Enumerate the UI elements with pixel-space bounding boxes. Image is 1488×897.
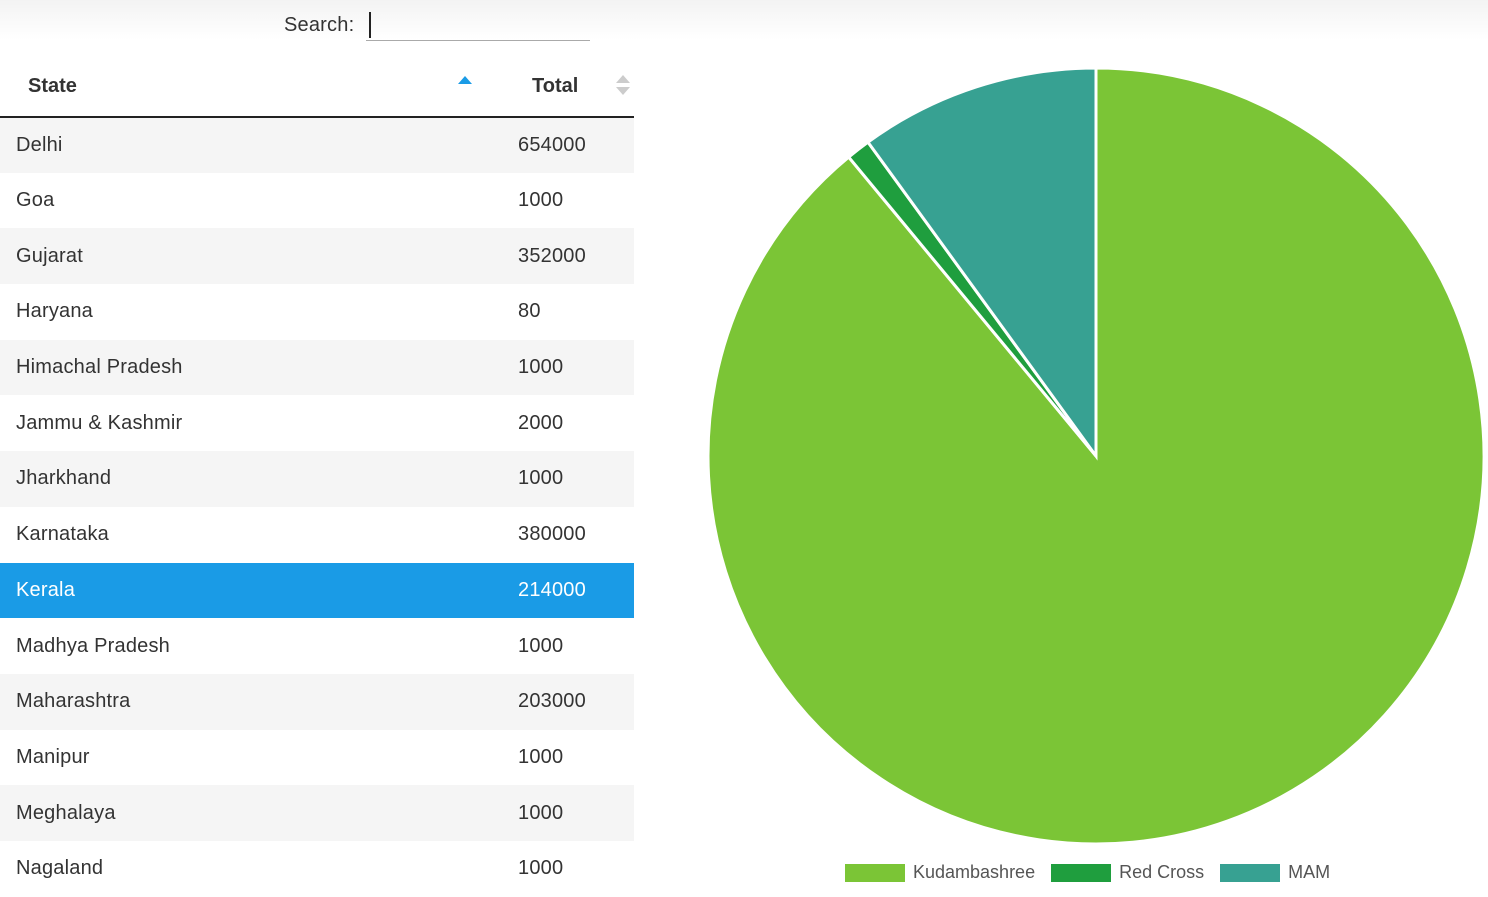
cell-total: 1000: [518, 745, 564, 768]
table-row[interactable]: Jammu & Kashmir 2000: [0, 395, 634, 452]
cell-total: 80: [518, 300, 541, 323]
legend-swatch: [1220, 863, 1281, 882]
text-cursor: [369, 12, 371, 38]
legend-item[interactable]: Kudambashree: [845, 862, 1035, 883]
cell-state: Haryana: [16, 300, 93, 323]
legend-label: Kudambashree: [913, 862, 1036, 882]
column-header-state-label: State: [28, 74, 77, 97]
cell-total: 1000: [518, 467, 564, 490]
table-row[interactable]: Maharashtra 203000: [0, 673, 634, 730]
table-row[interactable]: Goa 1000: [0, 172, 634, 229]
cell-state: Maharashtra: [16, 690, 131, 713]
cell-total: 214000: [518, 578, 586, 601]
cell-state: Meghalaya: [16, 801, 116, 824]
table-row[interactable]: Gujarat 352000: [0, 228, 634, 285]
table-row[interactable]: Madhya Pradesh 1000: [0, 618, 634, 674]
legend-label: MAM: [1288, 862, 1331, 882]
table-row[interactable]: Meghalaya 1000: [0, 785, 634, 841]
table-row[interactable]: Kerala 214000: [0, 562, 634, 619]
cell-state: Manipur: [16, 745, 90, 768]
sort-ascending-icon: [458, 76, 472, 84]
column-header-total-label: Total: [532, 74, 579, 97]
search-bar: Search:: [284, 8, 591, 42]
cell-total: 380000: [518, 523, 586, 546]
cell-total: 2000: [518, 411, 564, 434]
cell-total: 352000: [518, 244, 586, 267]
sort-both-icon: [616, 75, 630, 97]
legend-swatch: [845, 863, 905, 882]
pie-chart-svg: [706, 66, 1486, 846]
cell-total: 654000: [518, 133, 586, 156]
table-row[interactable]: Himachal Pradesh 1000: [0, 339, 634, 396]
cell-total: 1000: [518, 801, 564, 824]
cell-state: Jharkhand: [16, 467, 112, 490]
pie-chart: [700, 60, 1488, 891]
cell-total: 203000: [518, 690, 586, 713]
cell-state: Delhi: [16, 133, 63, 156]
legend-label: Red Cross: [1119, 862, 1205, 882]
legend-item[interactable]: Red Cross: [1051, 862, 1204, 883]
legend-item[interactable]: MAM: [1220, 862, 1330, 883]
table-body: Delhi 654000 Goa 1000 Gujarat 352000 Haryana 80…: [0, 117, 634, 897]
cell-total: 1000: [518, 634, 564, 657]
chart-legend: Kudambashree Red Cross MAM: [845, 862, 1346, 883]
top-bar: [0, 0, 1488, 40]
cell-state: Karnataka: [16, 523, 109, 546]
cell-state: Madhya Pradesh: [16, 634, 171, 657]
column-header-state[interactable]: State: [0, 56, 518, 118]
legend-swatch: [1051, 863, 1112, 882]
search-input[interactable]: [366, 9, 591, 41]
cell-state: Jammu & Kashmir: [16, 411, 183, 434]
table-row[interactable]: Manipur 1000: [0, 729, 634, 786]
cell-state: Himachal Pradesh: [16, 356, 183, 379]
table-row[interactable]: Jharkhand 1000: [0, 451, 634, 507]
cell-total: 1000: [518, 857, 564, 880]
states-table: State Total Delhi 654000 Goa 1000 Gujarat 352…: [0, 56, 634, 897]
table-row[interactable]: Nagaland 1000: [0, 840, 634, 897]
column-header-total[interactable]: Total: [518, 56, 634, 118]
pie-slice-mam[interactable]: [865, 66, 1098, 461]
cell-state: Kerala: [16, 578, 76, 601]
table-header-row: State Total: [0, 56, 634, 118]
table-row[interactable]: Delhi 654000: [0, 117, 634, 173]
cell-total: 1000: [518, 356, 564, 379]
table-row[interactable]: Karnataka 380000: [0, 506, 634, 563]
cell-state: Gujarat: [16, 244, 83, 267]
search-label: Search:: [284, 13, 355, 36]
cell-state: Nagaland: [16, 857, 104, 880]
cell-state: Goa: [16, 189, 55, 212]
table-row[interactable]: Haryana 80: [0, 284, 634, 340]
cell-total: 1000: [518, 189, 564, 212]
